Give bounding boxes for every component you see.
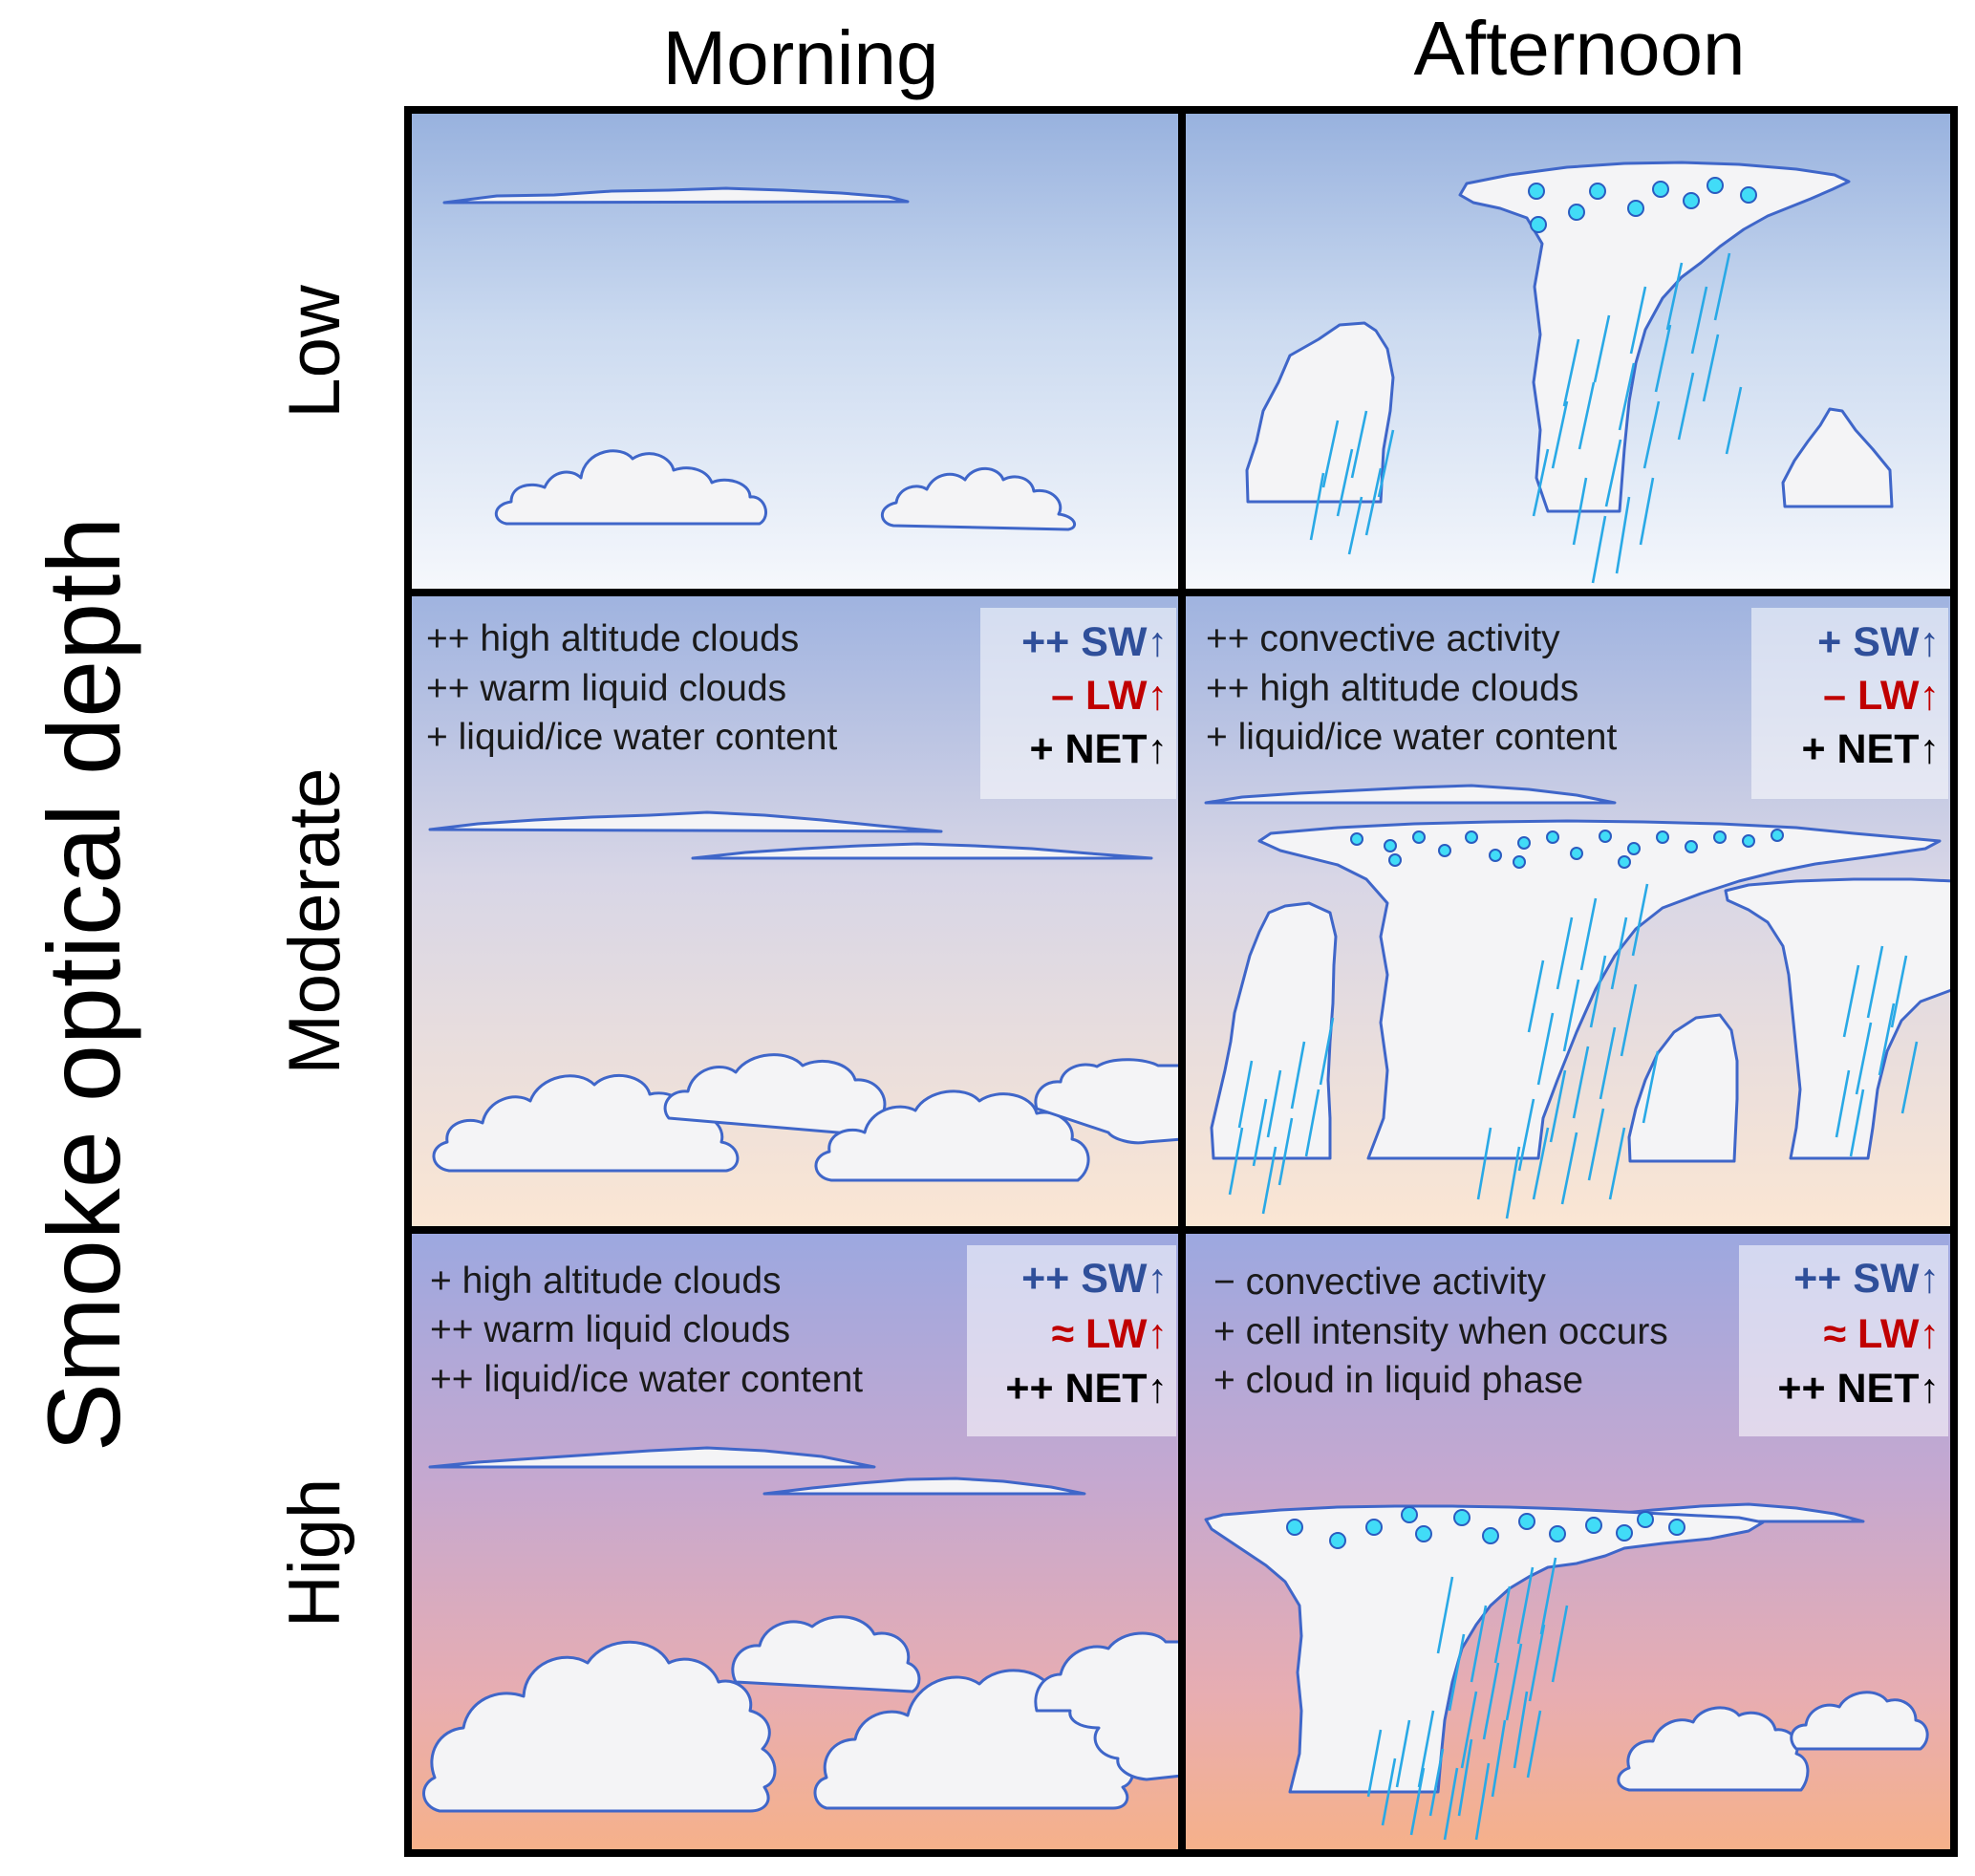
net-effect: + NET↑ (1801, 726, 1940, 772)
cumulus-cloud (731, 1615, 921, 1693)
lw-effect: – LW↑ (1051, 673, 1168, 719)
radiation-box-bg (1751, 608, 1948, 799)
sw-effect: ++ SW↑ (1793, 1256, 1940, 1302)
panel-grid (404, 106, 1958, 1857)
note-line: + high altitude clouds (430, 1261, 782, 1302)
moderate-morning-clouds (428, 810, 1184, 1182)
note-line: ++ high altitude clouds (426, 618, 799, 659)
ice-crystals (1528, 177, 1757, 233)
lw-effect: ≈ LW↑ (1051, 1311, 1168, 1357)
note-line: + cloud in liquid phase (1213, 1360, 1583, 1401)
rain-streaks (1366, 1557, 1569, 1841)
notes-high-afternoon: − convective activity + cell intensity w… (1213, 1261, 1668, 1401)
net-effect: ++ NET↑ (1005, 1366, 1168, 1412)
sw-effect: ++ SW↑ (1021, 619, 1168, 665)
row-label-high: High (274, 1478, 355, 1628)
radiation-box-high-morning: ++ SW↑ ≈ LW↑ ++ NET↑ (967, 1245, 1176, 1436)
cumulonimbus-cloud (1627, 1013, 1739, 1163)
anvil-cloud (1257, 819, 1942, 1160)
notes-high-morning: + high altitude clouds ++ warm liquid cl… (430, 1261, 863, 1400)
axis-title: Smoke optical depth (26, 517, 141, 1453)
note-line: ++ warm liquid clouds (426, 668, 786, 709)
note-line: + cell intensity when occurs (1213, 1311, 1668, 1352)
cirrus-cloud (428, 810, 943, 833)
cumulus-cloud (880, 466, 1077, 531)
row-label-moderate: Moderate (274, 767, 355, 1074)
anvil-cloud (1458, 161, 1851, 513)
anvil-cloud (1204, 1504, 1765, 1794)
moderate-afternoon-clouds (1204, 784, 1956, 1219)
note-line: ++ warm liquid clouds (430, 1309, 790, 1350)
cirrus-cloud (762, 1477, 1086, 1496)
net-effect: ++ NET↑ (1777, 1366, 1940, 1412)
notes-moderate-morning: ++ high altitude clouds ++ warm liquid c… (426, 618, 837, 758)
sw-effect: ++ SW↑ (1021, 1256, 1168, 1302)
note-line: ++ liquid/ice water content (430, 1359, 863, 1400)
cumulus-cloud (1790, 1691, 1929, 1751)
cumulus-cloud (422, 1640, 777, 1813)
cumulus-cloud (494, 449, 767, 526)
note-line: ++ convective activity (1206, 618, 1560, 659)
lw-effect: ≈ LW↑ (1823, 1311, 1940, 1357)
ice-crystals (1286, 1506, 1685, 1549)
cirrus-cloud (691, 842, 1153, 860)
note-line: + liquid/ice water content (1206, 717, 1617, 758)
low-afternoon-clouds (1245, 161, 1894, 584)
cumulus-cloud (814, 1089, 1090, 1182)
cumulus-cloud (1781, 407, 1894, 508)
high-morning-clouds (422, 1446, 1184, 1813)
high-afternoon-clouds (1204, 1502, 1929, 1841)
low-morning-clouds (442, 186, 1077, 531)
net-effect: + NET↑ (1029, 726, 1168, 772)
row-label-low: Low (274, 284, 355, 419)
cirrus-cloud (442, 186, 910, 205)
ice-crystals (1350, 829, 1784, 869)
radiation-box-bg (980, 608, 1176, 799)
notes-moderate-afternoon: ++ convective activity ++ high altitude … (1206, 618, 1617, 758)
note-line: − convective activity (1213, 1261, 1546, 1303)
radiation-box-bg (1739, 1245, 1948, 1436)
note-line: + liquid/ice water content (426, 717, 837, 758)
sw-effect: + SW↑ (1817, 619, 1940, 665)
cirrus-cloud (428, 1446, 876, 1469)
cumulus-cloud (1034, 1058, 1184, 1145)
lw-effect: – LW↑ (1823, 673, 1940, 719)
radiation-box-high-afternoon: ++ SW↑ ≈ LW↑ ++ NET↑ (1739, 1245, 1948, 1436)
column-title-morning: Morning (662, 15, 938, 100)
column-title-afternoon: Afternoon (1414, 6, 1746, 91)
cumulus-cloud (432, 1073, 740, 1173)
anvil-cloud (1724, 877, 1956, 1160)
cumulus-cloud (1617, 1706, 1810, 1792)
rain-streaks (1309, 252, 1743, 584)
cumulonimbus-cloud (1210, 901, 1338, 1160)
note-line: ++ high altitude clouds (1206, 668, 1578, 709)
cirrus-cloud (1204, 784, 1617, 805)
radiation-box-bg (967, 1245, 1176, 1436)
radiation-box-moderate-morning: ++ SW↑ – LW↑ + NET↑ (980, 608, 1176, 799)
rain-streaks (1228, 883, 1919, 1219)
radiation-box-moderate-afternoon: + SW↑ – LW↑ + NET↑ (1751, 608, 1948, 799)
